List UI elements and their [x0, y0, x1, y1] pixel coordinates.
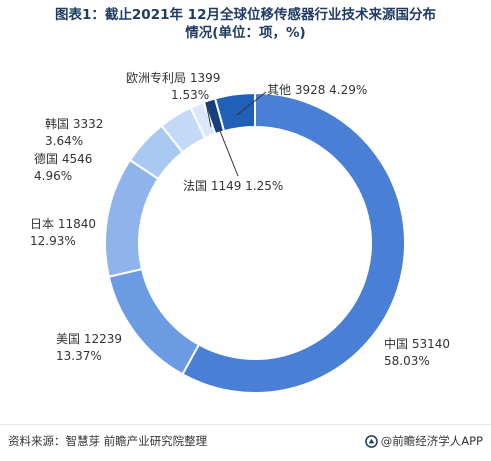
data-label-4: 韩国 3332 3.64% — [45, 116, 103, 148]
donut-chart: 中国 53140 58.03% 美国 12239 13.37% 日本 11840 12.9… — [30, 70, 450, 394]
chart-title-line1: 图表1：截止2021年 12月全球位移传感器行业技术来源国分布 — [55, 7, 436, 23]
chart-title-line2: 情况(单位：项，%) — [185, 25, 306, 41]
brand-text: @前瞻经济学人APP — [380, 434, 483, 448]
brand-credit: @前瞻经济学人APP — [364, 433, 483, 449]
chart-title: 图表1：截止2021年 12月全球位移传感器行业技术来源国分布 情况(单位：项，… — [0, 6, 491, 42]
leader-line-7 — [236, 91, 267, 116]
data-label-6: 法国 1149 1.25% — [183, 179, 283, 193]
data-label-2: 日本 11840 12.93% — [30, 217, 96, 248]
data-label-1: 美国 12239 13.37% — [56, 332, 122, 363]
leader-line-5 — [205, 102, 212, 128]
data-label-3: 德国 4546 4.96% — [34, 151, 92, 183]
donut-slice-7 — [213, 91, 256, 133]
leader-line-6 — [217, 125, 239, 177]
data-label-7: 其他 3928 4.29% — [267, 83, 367, 97]
brand-logo-icon — [364, 434, 378, 448]
source-note: 资料来源：智慧芽 前瞻产业研究院整理 — [8, 434, 208, 448]
data-label-0: 中国 53140 58.03% — [384, 336, 450, 368]
donut-slice-1 — [107, 267, 201, 376]
footer: 资料来源：智慧芽 前瞻产业研究院整理 @前瞻经济学人APP — [0, 424, 491, 461]
donut-slice-0 — [181, 91, 406, 394]
data-label-5: 欧洲专利局 1399 1.53% — [126, 70, 220, 102]
donut-slice-2 — [104, 158, 160, 278]
